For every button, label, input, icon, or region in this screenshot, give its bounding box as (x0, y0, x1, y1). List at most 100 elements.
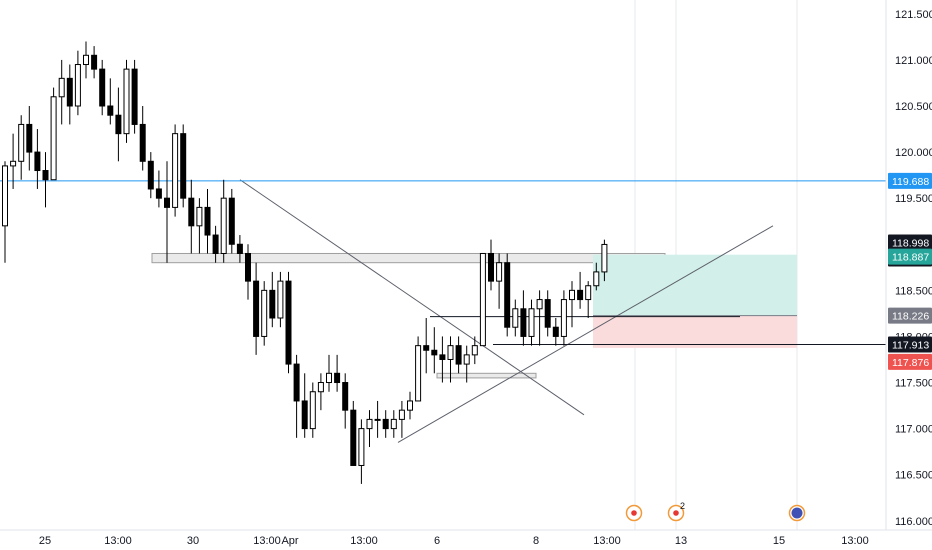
last-price-label-bg (888, 234, 932, 251)
candle-body (342, 382, 349, 411)
candle-body (309, 391, 316, 430)
candle-body (536, 299, 543, 310)
time-tick: 30 (187, 535, 199, 547)
candle-body (398, 409, 405, 420)
event-count: 2 (680, 501, 685, 511)
candle-body (172, 133, 179, 208)
price-tick: 120.000 (895, 147, 932, 159)
candle (488, 239, 494, 291)
candle-body (147, 160, 154, 190)
candle-body (520, 308, 527, 337)
candle (585, 281, 592, 318)
time-axis[interactable]: 25 13:00 30 13:00 Apr 13:00 6 8 13:00 13 15 13:00 (0, 529, 932, 547)
candle-body (439, 354, 446, 360)
event-marker-2[interactable]: 2 (667, 501, 686, 522)
event-markers[interactable]: 2 (625, 501, 806, 522)
candle-body (204, 206, 211, 236)
candle-body (593, 271, 600, 287)
candle (34, 129, 41, 189)
candle (172, 124, 179, 217)
candle (83, 41, 89, 79)
globe-icon (791, 507, 803, 519)
candle-body (107, 105, 114, 116)
candle (536, 290, 543, 346)
candle-body (261, 289, 268, 337)
take-profit-label: 118.887 (888, 248, 932, 265)
candle (447, 336, 454, 383)
candle (528, 299, 535, 346)
candle-body (317, 382, 324, 393)
time-tick: 13:00 (104, 535, 132, 547)
candle (569, 281, 575, 328)
candle-body (83, 54, 89, 66)
candle (479, 252, 486, 347)
candle (439, 336, 446, 383)
candle-body (504, 262, 511, 328)
candle-body (488, 252, 494, 282)
trendline-down (239, 179, 585, 416)
event-marker-1[interactable] (625, 504, 643, 522)
time-tick: 13:00 (593, 535, 621, 547)
candle (512, 299, 519, 337)
candle-body (496, 262, 503, 282)
candle (131, 59, 138, 134)
candle-body (407, 400, 413, 411)
last-price-label-text: 118.998 (892, 237, 929, 249)
time-tick: 6 (434, 535, 440, 547)
price-tick: 120.500 (895, 101, 932, 113)
candle-body (58, 77, 65, 98)
candle (245, 244, 251, 300)
candle (261, 281, 268, 346)
candle (42, 152, 49, 208)
red-dot-icon (631, 510, 637, 516)
candle (277, 271, 284, 328)
candle (504, 253, 511, 337)
candle (382, 410, 389, 438)
candle (10, 133, 17, 189)
long-position-tool[interactable] (593, 254, 797, 348)
candle (317, 373, 324, 411)
candle-body (374, 418, 381, 421)
candle-body (196, 206, 203, 227)
event-marker-3[interactable] (788, 504, 806, 522)
candle-body (358, 428, 365, 466)
candle (431, 327, 438, 374)
candles[interactable] (2, 41, 608, 484)
candle (50, 87, 57, 181)
candle (220, 179, 227, 263)
candle-body (423, 345, 430, 351)
horizontal-line-label: 119.688 (888, 172, 932, 189)
trendlines[interactable] (239, 179, 774, 443)
candle (577, 271, 584, 309)
candle-body (301, 400, 308, 430)
candle (18, 115, 25, 180)
candle (91, 46, 98, 79)
candle (455, 336, 462, 374)
candle (212, 225, 219, 263)
candle (350, 400, 357, 466)
candle (601, 239, 608, 282)
candle (463, 345, 470, 383)
candle-body (334, 372, 341, 384)
price-tick: 119.500 (895, 193, 932, 205)
candle-body (188, 197, 195, 227)
candle (398, 400, 405, 438)
candle (99, 59, 106, 116)
candle-body (236, 243, 243, 254)
candle-body (2, 165, 8, 227)
price-tick: 121.500 (895, 9, 932, 21)
candle-body (123, 68, 130, 135)
last-price-label: 118.998 (888, 234, 932, 251)
candle (366, 410, 373, 448)
candle (228, 188, 235, 254)
candle (269, 271, 276, 328)
candle-body (155, 188, 162, 199)
candle-body (50, 96, 57, 181)
candle-body (350, 409, 357, 466)
candle (115, 87, 122, 162)
candle-body (164, 197, 170, 208)
stop-loss-label-text: 117.876 (892, 357, 929, 369)
candle-body (293, 363, 300, 402)
candle-body (512, 308, 519, 328)
